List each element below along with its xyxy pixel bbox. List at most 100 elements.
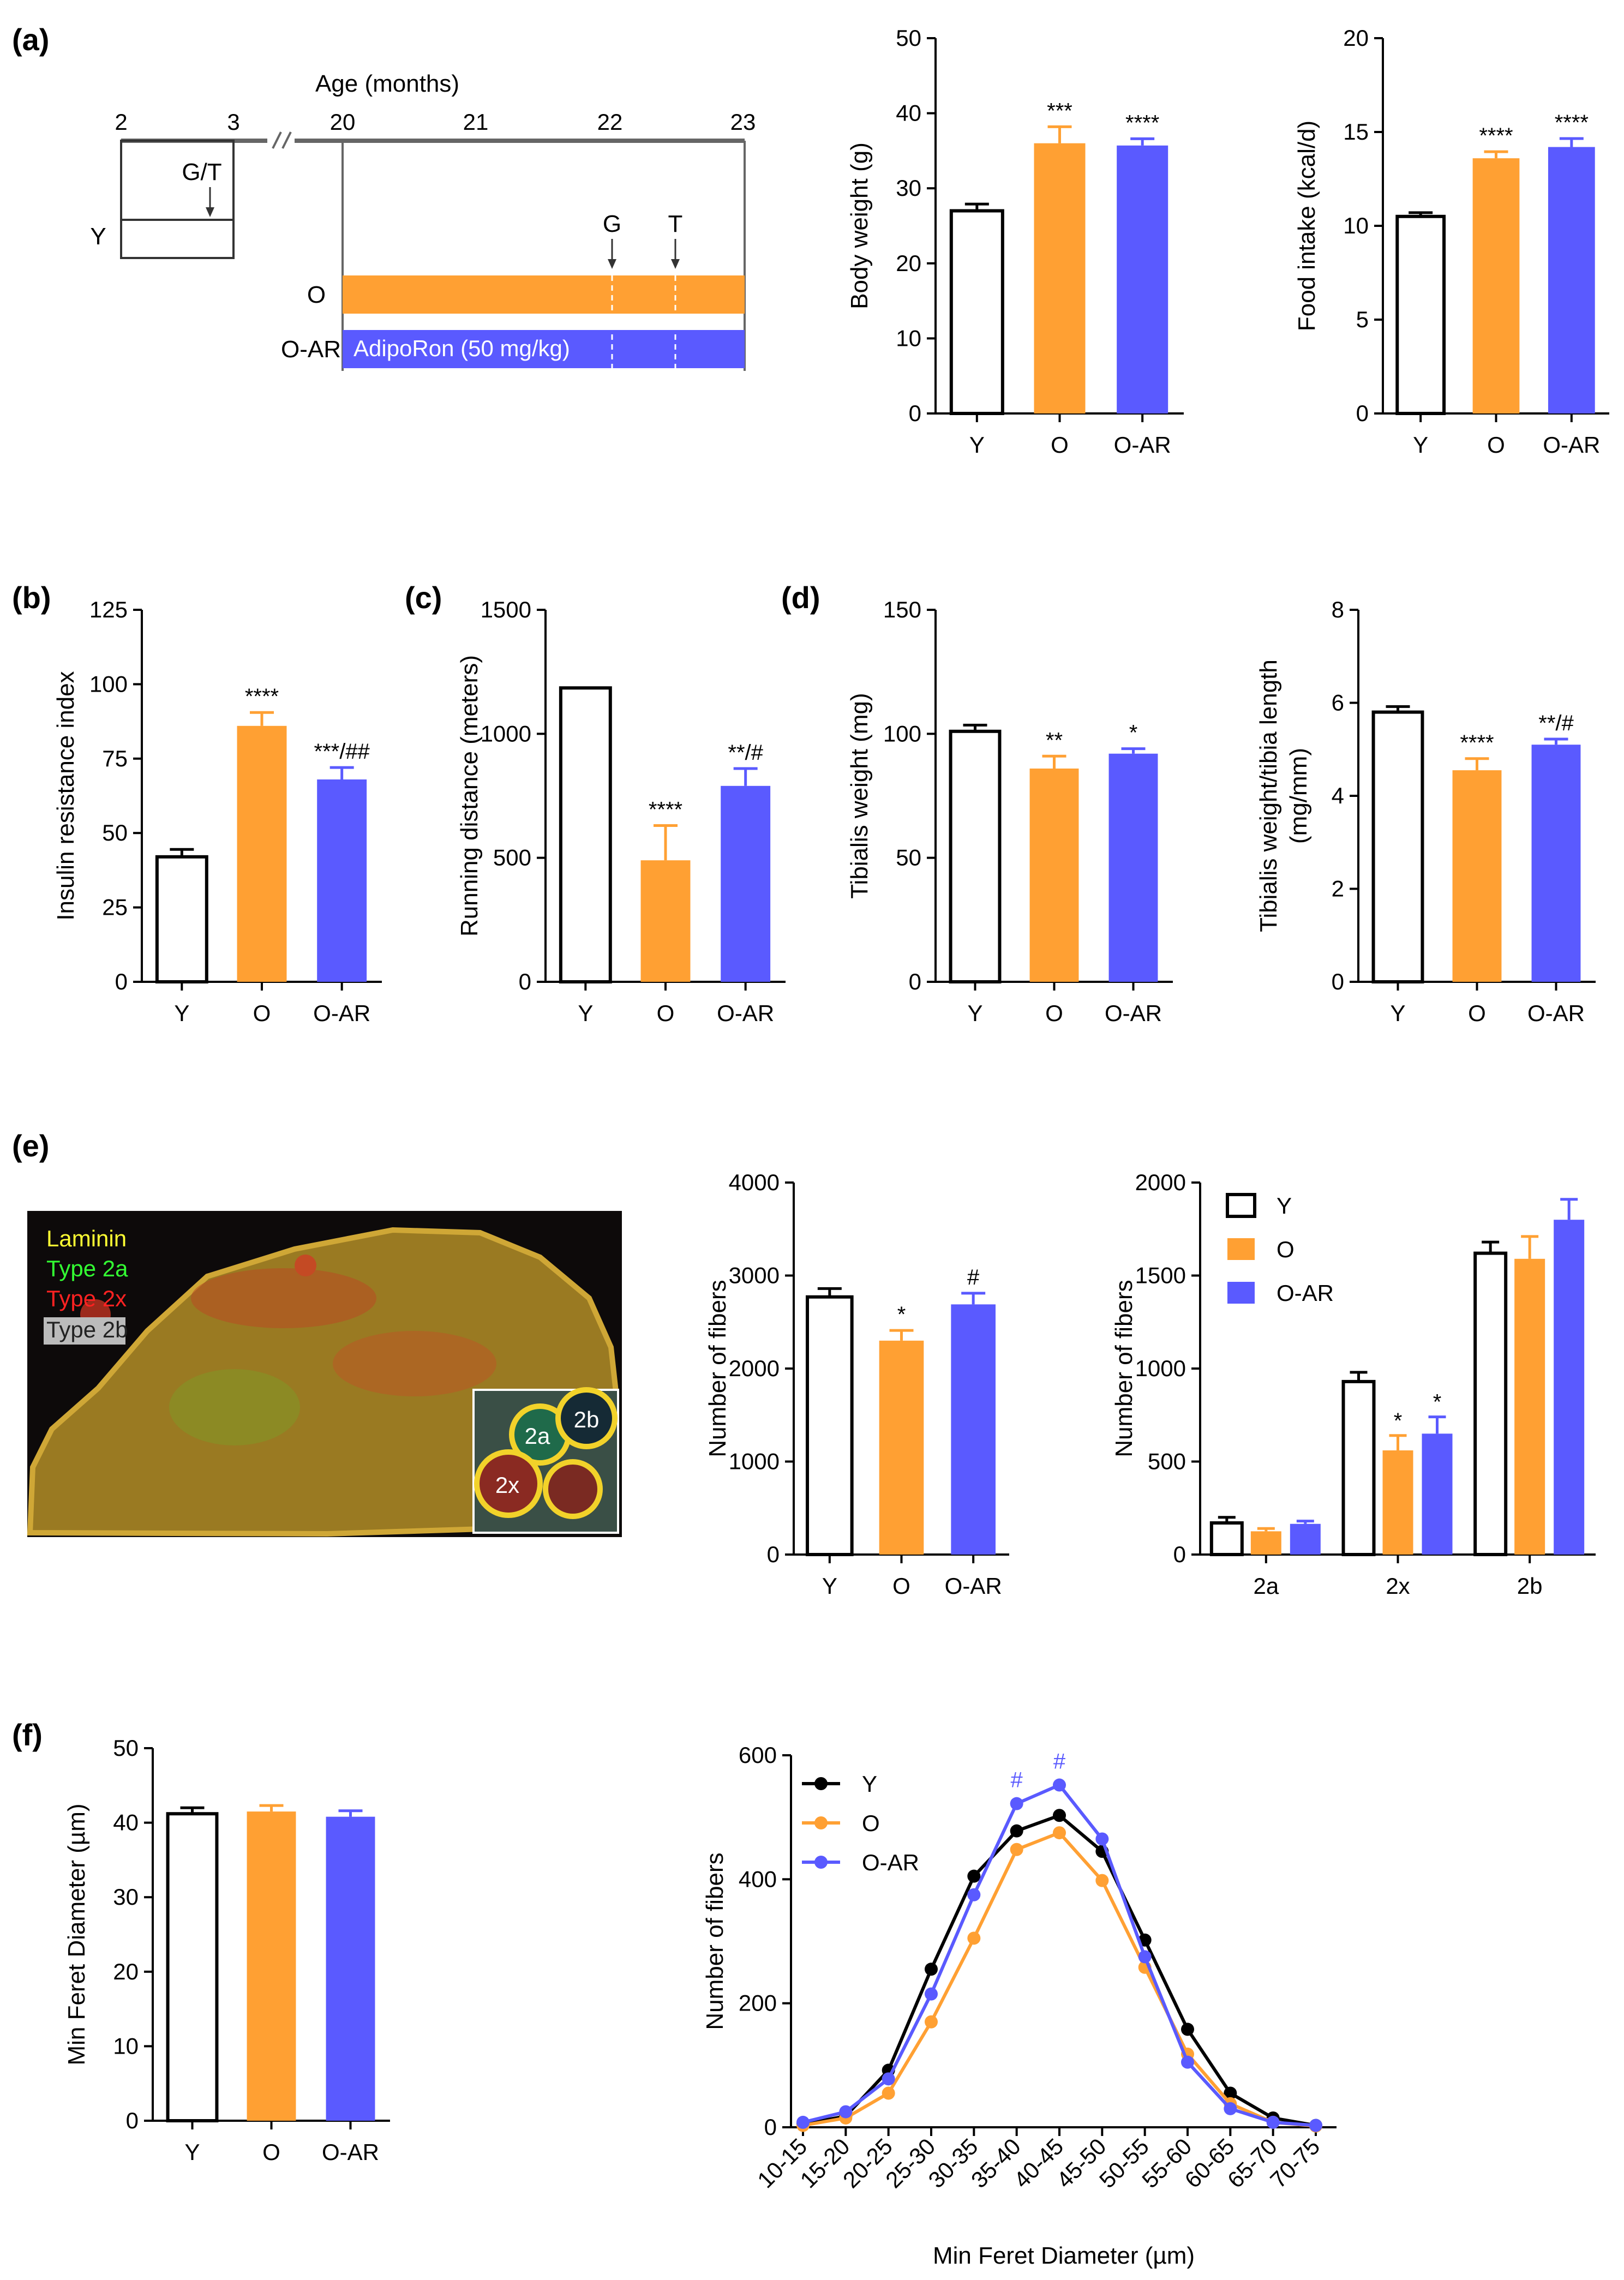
bar-Y xyxy=(559,686,612,983)
significance-label: ** xyxy=(1046,728,1063,752)
y-axis-label: Min Feret Diameter (µm) xyxy=(63,1803,90,2065)
bar-O xyxy=(640,860,691,982)
data-point-O-AR xyxy=(1309,2119,1322,2132)
bar-O-2a xyxy=(1250,1531,1281,1555)
y-tick-label: 1000 xyxy=(1135,1355,1186,1381)
x-tick-label: 70-75 xyxy=(1265,2133,1325,2193)
y-tick-label: 40 xyxy=(896,100,921,126)
y-tick-label: 30 xyxy=(896,175,921,201)
timeline-tick: 23 xyxy=(730,109,756,135)
data-point-O-AR xyxy=(1266,2115,1280,2129)
x-tick-label: 55-60 xyxy=(1137,2133,1196,2193)
x-tick-label: 2b xyxy=(1517,1573,1543,1599)
y-tick-label: 125 xyxy=(89,597,128,622)
data-point-O-AR xyxy=(1138,1950,1152,1964)
y-tick-label: 0 xyxy=(126,2108,139,2133)
y-tick-label: 100 xyxy=(89,671,128,697)
chart-running_distance: 0 500 1000 1500 Running distance (meters) Y O *… xyxy=(456,597,786,1026)
significance-label: **** xyxy=(1555,111,1589,135)
y-tick-label: 4000 xyxy=(729,1169,780,1195)
chart-feret_distribution: 0 200 400 600 Number of fibers 10-1515-2020-2… xyxy=(702,1742,1337,2269)
x-tick-label: 2x xyxy=(1386,1573,1410,1599)
y-tick-label: 400 xyxy=(739,1866,777,1892)
x-tick-label: 20-25 xyxy=(838,2133,897,2193)
y-tick-label: 2000 xyxy=(1135,1169,1186,1195)
y-axis-label-units: (mg/mm) xyxy=(1285,748,1312,844)
legend-marker-O-AR xyxy=(814,1856,828,1869)
x-tick-label: 60-65 xyxy=(1180,2133,1239,2193)
x-tick-label: 35-40 xyxy=(966,2133,1026,2193)
bar-O-2x xyxy=(1382,1450,1413,1555)
young-label: Y xyxy=(90,223,106,250)
legend-label: Y xyxy=(862,1771,877,1797)
bar-O xyxy=(247,1811,296,2121)
y-tick-label: 2 xyxy=(1332,876,1344,902)
panel-label-b: (b) xyxy=(12,580,51,615)
bar-O-AR-2x xyxy=(1422,1433,1453,1555)
y-tick-label: 40 xyxy=(113,1810,139,1835)
x-tick-label: O-AR xyxy=(1527,1000,1585,1026)
significance-label: **** xyxy=(1479,124,1513,148)
y-axis-label: Running distance (meters) xyxy=(456,655,483,937)
x-tick-label: O-AR xyxy=(1114,432,1171,458)
x-axis-label: Min Feret Diameter (µm) xyxy=(933,2242,1195,2269)
young-cohort-box xyxy=(120,140,235,259)
timeline-tick: 20 xyxy=(330,109,356,135)
y-tick-label: 6 xyxy=(1332,690,1344,716)
y-tick-label: 10 xyxy=(896,325,921,351)
bar-O-AR xyxy=(1108,753,1158,982)
legend-label: O-AR xyxy=(862,1850,919,1875)
y-tick-label: 500 xyxy=(493,845,531,871)
y-axis-label: Number of fibers xyxy=(702,1852,728,2030)
x-tick-label: O-AR xyxy=(717,1000,774,1026)
data-point-O-AR xyxy=(882,2072,895,2086)
bar-O xyxy=(237,725,287,982)
significance-label: * xyxy=(1129,721,1138,745)
data-point-O xyxy=(882,2086,895,2100)
x-tick-label: O xyxy=(262,2139,280,2165)
significance-label: * xyxy=(1394,1409,1403,1433)
x-tick-label: O-AR xyxy=(313,1000,370,1026)
chart-insulin_resistance: 0 25 50 75 100 125 Insulin resistance index Y O *… xyxy=(52,597,382,1026)
y-tick-label: 5 xyxy=(1356,307,1369,332)
x-tick-label: O-AR xyxy=(945,1573,1002,1599)
y-tick-label: 0 xyxy=(909,400,921,426)
data-point-O-AR xyxy=(1010,1797,1023,1810)
data-point-Y xyxy=(1224,2086,1237,2100)
chart-fiber_types: 0 500 1000 1500 2000 Number of fibers 2a * * 2x 2b… xyxy=(1111,1169,1596,1599)
chart-tibialis_ratio: 0 2 4 6 8 Tibialis weight/tibia length (mg/mm)… xyxy=(1255,597,1596,1026)
type-2x-region xyxy=(333,1331,496,1396)
y-tick-label: 4 xyxy=(1332,783,1344,808)
fiber-type-micrograph: Laminin Type 2a Type 2x Type 2b 2a 2b 2x xyxy=(27,1211,622,1537)
y-tick-label: 1500 xyxy=(481,597,531,622)
legend-type-2a: Type 2a xyxy=(46,1256,128,1281)
arrow-icon xyxy=(671,259,680,269)
timeline-tick: 3 xyxy=(227,109,239,135)
legend-type-2b-bg xyxy=(44,1317,125,1345)
legend-label: Y xyxy=(1277,1193,1292,1219)
old-group-bar xyxy=(343,275,745,314)
y-tick-label: 500 xyxy=(1148,1449,1186,1474)
data-point-Y xyxy=(1053,1809,1066,1822)
arrow-icon xyxy=(608,259,616,269)
x-tick-label: 2a xyxy=(1253,1573,1279,1599)
oar-group-bar xyxy=(343,330,745,368)
y-axis-label: Number of fibers xyxy=(1111,1280,1137,1457)
young-gt-marker: G/T xyxy=(182,159,221,185)
data-point-O-AR xyxy=(967,1888,981,1901)
significance-label: **** xyxy=(649,798,682,822)
legend-swatch-O xyxy=(1227,1238,1255,1260)
x-tick-label: 30-35 xyxy=(924,2133,983,2193)
y-axis-label: Body weight (g) xyxy=(846,142,873,309)
y-tick-label: 50 xyxy=(102,820,128,845)
series-line-O xyxy=(802,1831,1316,2128)
inset-type-2b-fiber xyxy=(555,1387,618,1449)
y-tick-label: 0 xyxy=(1173,1541,1186,1567)
bar-Y-2a xyxy=(1209,1521,1244,1557)
bar-O-AR xyxy=(1117,145,1168,413)
x-tick-label: Y xyxy=(184,2139,200,2165)
y-tick-label: 0 xyxy=(519,969,531,994)
axis-break-mark xyxy=(272,131,282,149)
x-tick-label: 40-45 xyxy=(1009,2133,1068,2193)
